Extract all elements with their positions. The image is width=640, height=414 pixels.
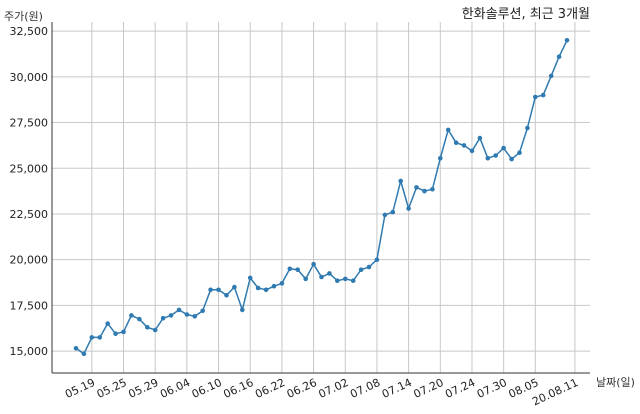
data-point (295, 267, 301, 273)
data-point (382, 212, 388, 218)
data-point (430, 187, 435, 192)
y-tick-label: 32,500 (10, 25, 49, 38)
data-point (279, 281, 285, 286)
data-point (137, 316, 142, 322)
data-point (303, 276, 309, 282)
x-tick-label: 06.26 (285, 376, 319, 401)
x-tick-label: 07.20 (412, 376, 446, 401)
data-point (406, 206, 411, 211)
data-point (327, 271, 332, 276)
data-point (168, 313, 174, 318)
data-point (564, 38, 570, 43)
x-tick-label: 05.29 (126, 376, 160, 401)
y-tick-label: 25,000 (10, 162, 49, 175)
x-tick-label: 06.22 (253, 376, 287, 401)
data-point (319, 274, 324, 280)
data-point (501, 145, 506, 151)
data-point (81, 351, 87, 357)
data-point (216, 287, 221, 293)
data-point (366, 264, 372, 270)
data-point (374, 257, 380, 263)
data-point (461, 143, 467, 148)
x-tick-label: 05.25 (95, 376, 129, 401)
grid-lines (52, 22, 590, 373)
y-tick-label: 27,500 (10, 117, 49, 130)
series-line (75, 39, 568, 355)
data-point (129, 313, 134, 318)
data-point (97, 335, 103, 340)
data-points (73, 38, 570, 357)
data-point (105, 321, 110, 326)
data-point (477, 135, 483, 141)
data-point (192, 314, 198, 319)
data-point (350, 278, 356, 284)
data-point (224, 293, 229, 298)
data-point (208, 287, 213, 293)
data-point (287, 266, 293, 272)
x-tick-label: 07.30 (475, 376, 509, 401)
data-point (422, 188, 427, 194)
data-point (263, 287, 269, 293)
data-point (113, 331, 118, 337)
data-point (184, 312, 190, 317)
y-tick-label: 20,000 (10, 254, 49, 267)
data-point (335, 278, 340, 284)
x-tick-label: 06.16 (221, 376, 255, 401)
data-point (445, 127, 451, 133)
y-tick-label: 15,000 (10, 345, 49, 358)
data-point (200, 308, 205, 314)
y-axis-title: 주가(원) (4, 10, 43, 23)
data-point (548, 73, 554, 79)
data-point (517, 150, 522, 155)
chart-title: 한화솔루션, 최근 3개월 (462, 7, 590, 22)
data-point (255, 285, 261, 291)
data-point (343, 276, 348, 282)
x-tick-label: 07.02 (316, 376, 350, 401)
data-point (73, 346, 79, 351)
data-point (509, 156, 514, 162)
data-point (152, 327, 158, 333)
y-tick-label: 30,000 (10, 71, 49, 84)
data-point (145, 325, 150, 330)
x-axis-title: 날짜(일) (596, 375, 635, 389)
data-point (533, 94, 538, 100)
data-point (556, 54, 562, 59)
data-point (121, 329, 126, 335)
y-tick-labels: 15,000 17,500 20,000 22,500 25,000 27,500 30,0… (10, 25, 49, 358)
x-tick-labels: 05.1905.2505.2906.0406.1006.1606.2206.26… (63, 376, 580, 408)
data-point (240, 307, 245, 313)
data-point (311, 261, 316, 267)
x-tick-label: 06.10 (190, 376, 224, 401)
data-point (485, 155, 491, 161)
data-point (160, 315, 166, 321)
data-point (247, 275, 253, 281)
y-tick-label: 22,500 (10, 208, 49, 221)
x-tick-label: 20.08.11 (530, 376, 580, 408)
y-tick-label: 17,500 (10, 299, 49, 312)
data-point (232, 284, 237, 290)
x-tick-label: 07.24 (443, 376, 477, 401)
data-point (89, 335, 95, 340)
x-tick-label: 07.08 (348, 376, 382, 401)
data-point (525, 125, 530, 131)
data-point (176, 307, 182, 313)
data-point (390, 209, 396, 215)
data-point (493, 153, 499, 158)
data-point (469, 148, 475, 154)
x-tick-label: 07.14 (380, 376, 414, 401)
data-point (271, 283, 277, 289)
data-point (358, 267, 364, 273)
data-point (540, 92, 546, 98)
data-point (453, 140, 459, 145)
data-point (438, 155, 443, 161)
x-tick-label: 06.04 (158, 376, 192, 401)
x-tick-label: 05.19 (63, 376, 97, 401)
data-point (414, 185, 419, 190)
data-point (398, 178, 404, 184)
